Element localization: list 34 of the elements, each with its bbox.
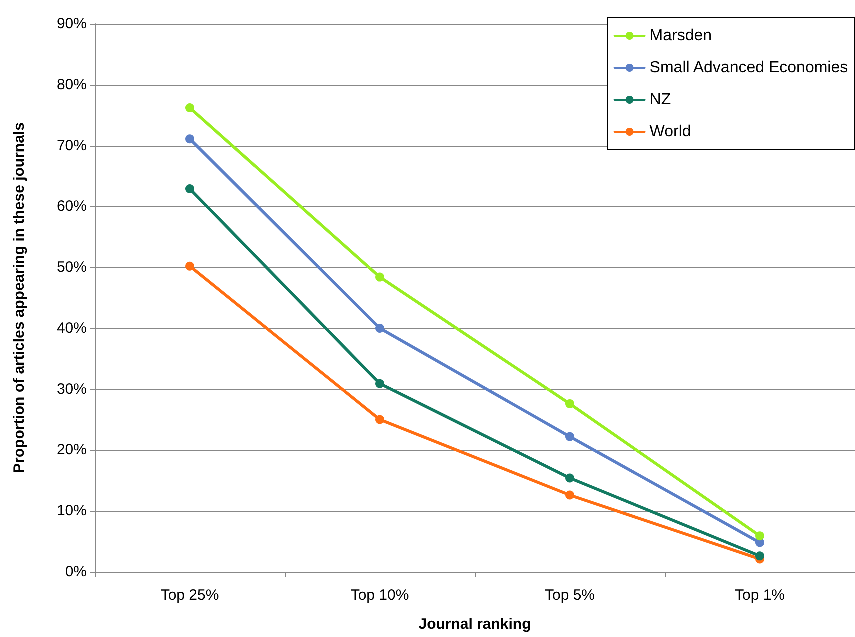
point	[376, 379, 384, 388]
point	[186, 134, 194, 144]
x-tick-label: Top 1%	[734, 587, 786, 604]
point	[186, 184, 194, 194]
y-tick-label: 70%	[56, 137, 87, 154]
legend-label: Marsden	[650, 28, 712, 44]
point	[186, 104, 194, 113]
point	[566, 432, 574, 442]
point	[566, 490, 574, 500]
point	[376, 324, 384, 333]
legend-label: World	[650, 124, 692, 140]
y-tick-label: 50%	[56, 259, 87, 276]
legend-label: NZ	[650, 92, 672, 108]
x-tick-label: Top 25%	[160, 587, 220, 604]
x-tick-label: Top 10%	[350, 587, 410, 604]
y-tick-label: 60%	[56, 198, 87, 216]
x-axis-title: Journal ranking	[418, 616, 532, 633]
y-tick-label: 20%	[56, 442, 87, 459]
point	[566, 474, 574, 483]
x-tick-label: Top 5%	[544, 587, 596, 604]
point	[376, 415, 384, 424]
point	[376, 272, 384, 282]
y-tick-label: 10%	[56, 502, 87, 520]
y-tick-label: 0%	[65, 564, 87, 580]
y-tick-label: 30%	[56, 380, 87, 398]
point	[566, 399, 574, 408]
y-axis-title: Proportion of articles appearing in these journals	[11, 122, 28, 474]
y-tick-label: 80%	[56, 76, 87, 94]
y-tick-label: 90%	[56, 16, 87, 32]
legend-label: Small Advanced Economies	[650, 60, 848, 76]
point	[756, 552, 764, 561]
point	[756, 532, 764, 541]
y-tick-label: 40%	[56, 320, 87, 337]
point	[186, 262, 194, 271]
